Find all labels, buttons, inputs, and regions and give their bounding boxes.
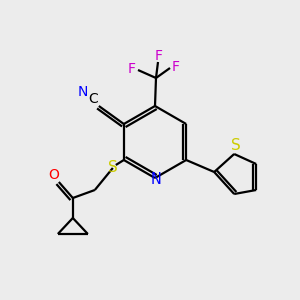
Text: N: N bbox=[151, 172, 161, 187]
Text: O: O bbox=[48, 168, 59, 182]
Text: F: F bbox=[172, 60, 180, 74]
Text: S: S bbox=[231, 139, 241, 154]
Text: S: S bbox=[108, 160, 118, 175]
Text: N: N bbox=[78, 85, 88, 99]
Text: C: C bbox=[88, 92, 98, 106]
Text: F: F bbox=[128, 62, 136, 76]
Text: F: F bbox=[155, 49, 163, 63]
